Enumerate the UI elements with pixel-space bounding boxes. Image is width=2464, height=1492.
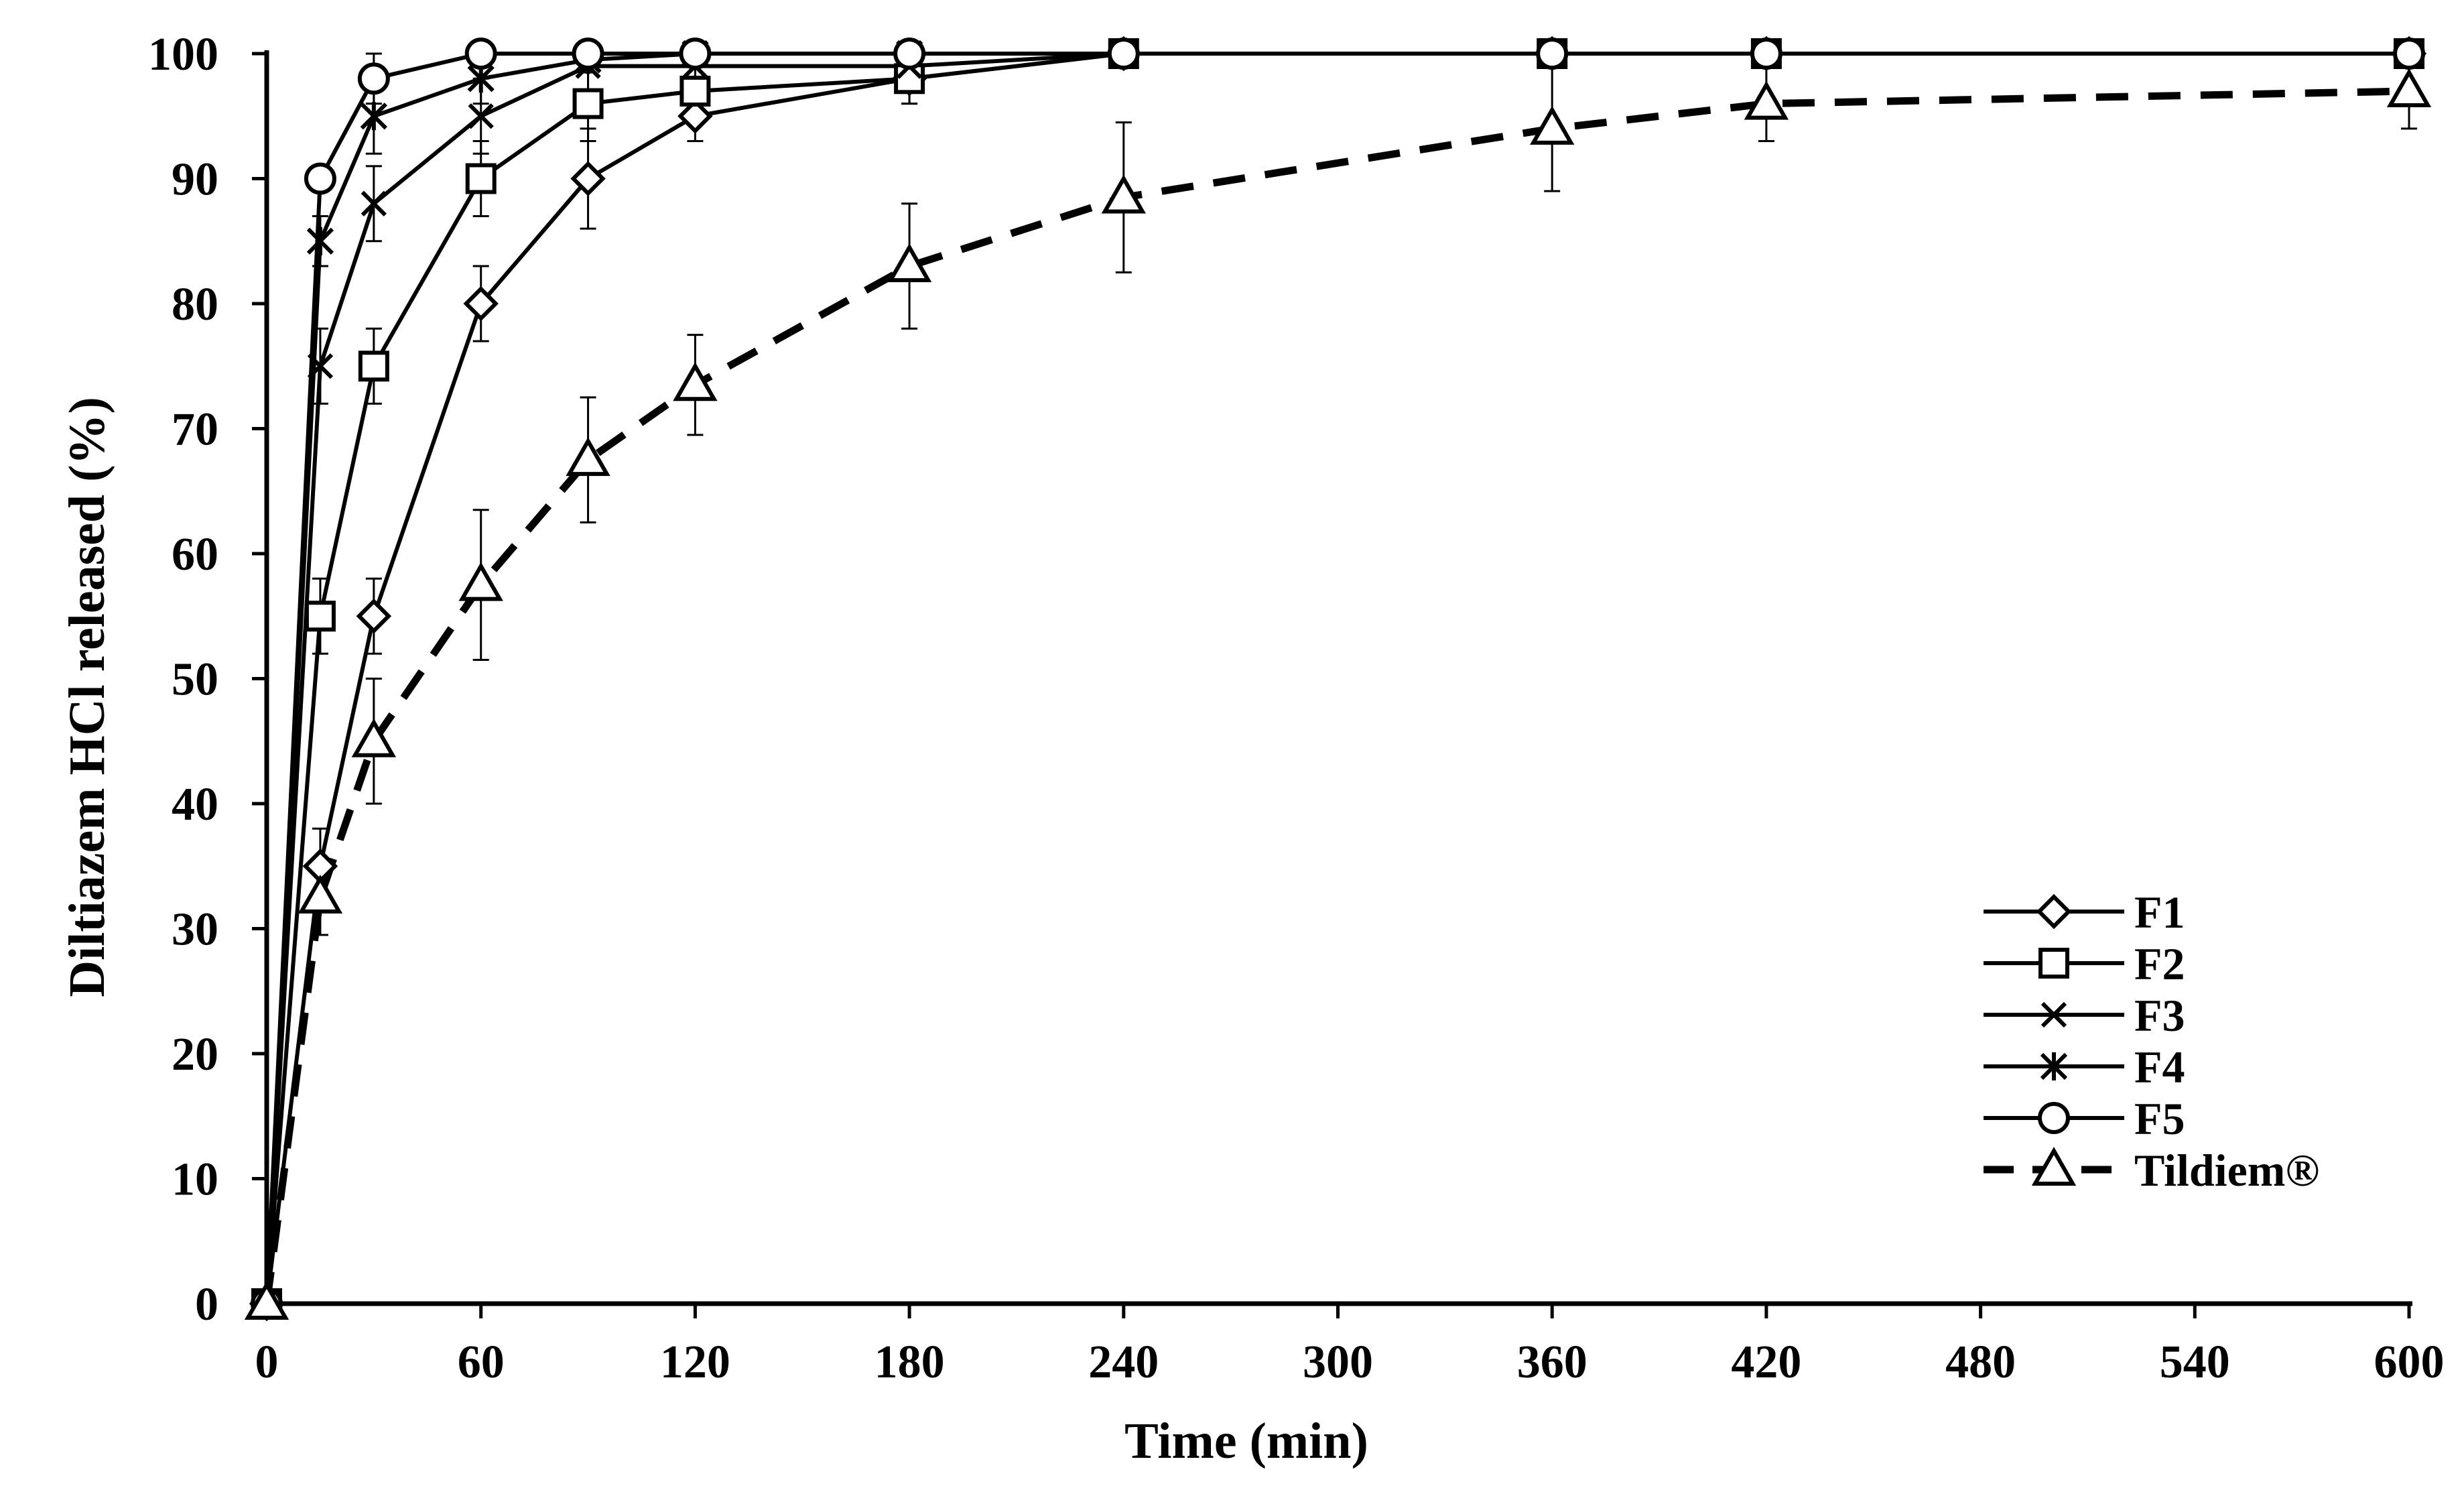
legend-entry: F3 [1984, 990, 2185, 1041]
legend-marker-diamond [2036, 893, 2072, 930]
data-point-circle [464, 38, 497, 70]
data-point-square [894, 63, 925, 95]
series-markers [244, 36, 2432, 1322]
legend-label: F5 [2134, 1093, 2185, 1144]
legend-label: F1 [2134, 887, 2185, 938]
y-tick-label: 90 [172, 154, 218, 206]
x-tick-label: 0 [255, 1336, 279, 1388]
data-point-square [304, 601, 336, 632]
data-point-circle [1107, 38, 1140, 70]
y-tick-label: 10 [172, 1154, 218, 1206]
data-point-x [468, 103, 494, 129]
legend-entry: F2 [1984, 938, 2185, 989]
data-point-circle [2393, 38, 2425, 70]
legend-entry: Tildiem® [1984, 1145, 2319, 1196]
legend-entry: F1 [1984, 887, 2185, 938]
data-point-triangle [887, 243, 932, 283]
data-point-x [307, 353, 334, 379]
legend-label: F3 [2134, 990, 2185, 1041]
x-tick-label: 420 [1731, 1336, 1801, 1388]
y-tick-label: 100 [148, 29, 218, 80]
data-point-diamond [463, 286, 499, 322]
data-point-triangle [298, 874, 343, 914]
x-tick-label: 360 [1517, 1336, 1587, 1388]
legend-marker-square [2038, 948, 2069, 979]
legend-marker-circle [2038, 1102, 2070, 1134]
data-point-circle [357, 62, 390, 95]
x-tick-label: 180 [874, 1336, 945, 1388]
data-point-triangle [566, 437, 610, 477]
data-point-circle [893, 38, 926, 70]
data-point-triangle [1530, 105, 1575, 145]
legend-marker-x [2040, 1001, 2067, 1028]
x-tick-label: 540 [2160, 1336, 2230, 1388]
legend-entry: F5 [1984, 1093, 2185, 1144]
data-point-triangle [673, 362, 718, 401]
y-tick-label: 80 [172, 279, 218, 330]
x-tick-label: 480 [1945, 1336, 2016, 1388]
legend-label: F4 [2134, 1042, 2185, 1093]
legend-label: F2 [2134, 938, 2185, 989]
series-line-triangle [263, 87, 2410, 1304]
x-tick-label: 600 [2374, 1336, 2445, 1388]
data-point-triangle [2386, 68, 2432, 107]
data-point-triangle [351, 718, 397, 757]
legend-entry: F4 [1984, 1042, 2185, 1093]
data-point-square [358, 351, 389, 382]
x-tick-label: 60 [458, 1336, 505, 1388]
data-point-triangle [1744, 80, 1789, 120]
data-point-circle [572, 38, 604, 70]
data-point-x [361, 190, 387, 216]
y-tick-label: 0 [195, 1279, 218, 1330]
x-tick-label: 300 [1303, 1336, 1373, 1388]
data-point-circle [1750, 38, 1782, 70]
y-tick-label: 70 [172, 404, 218, 456]
x-axis-title: Time (min) [1124, 1413, 1368, 1469]
legend-label: Tildiem® [2134, 1145, 2319, 1196]
axes: 0 10 20 30 40 50 60 70 80 90 100 0 60 120 180 240 300 360… [148, 29, 2445, 1388]
y-tick-label: 20 [172, 1029, 218, 1080]
data-point-triangle [244, 1280, 289, 1320]
data-point-square [572, 88, 604, 119]
error-bars [312, 40, 2417, 936]
data-point-diamond [677, 99, 713, 134]
y-tick-label: 50 [172, 654, 218, 706]
data-point-diamond [356, 599, 392, 634]
data-point-asterisk [360, 102, 387, 131]
data-point-square [679, 75, 711, 107]
x-tick-label: 240 [1088, 1336, 1159, 1388]
y-tick-label: 40 [172, 779, 218, 830]
data-point-diamond [570, 161, 606, 196]
data-point-circle [1536, 38, 1569, 70]
data-point-triangle [1101, 174, 1146, 214]
data-point-circle [679, 38, 712, 70]
data-point-circle [304, 162, 336, 195]
y-tick-label: 30 [172, 904, 218, 956]
data-point-triangle [458, 562, 503, 601]
data-point-square [465, 163, 497, 194]
data-point-asterisk [306, 227, 334, 255]
legend-marker-triangle [2031, 1146, 2077, 1186]
x-tick-label: 120 [660, 1336, 730, 1388]
y-axis-title: Diltiazem HCl released (%) [59, 397, 115, 997]
y-tick-label: 60 [172, 529, 218, 580]
legend-marker-asterisk [2040, 1052, 2068, 1080]
